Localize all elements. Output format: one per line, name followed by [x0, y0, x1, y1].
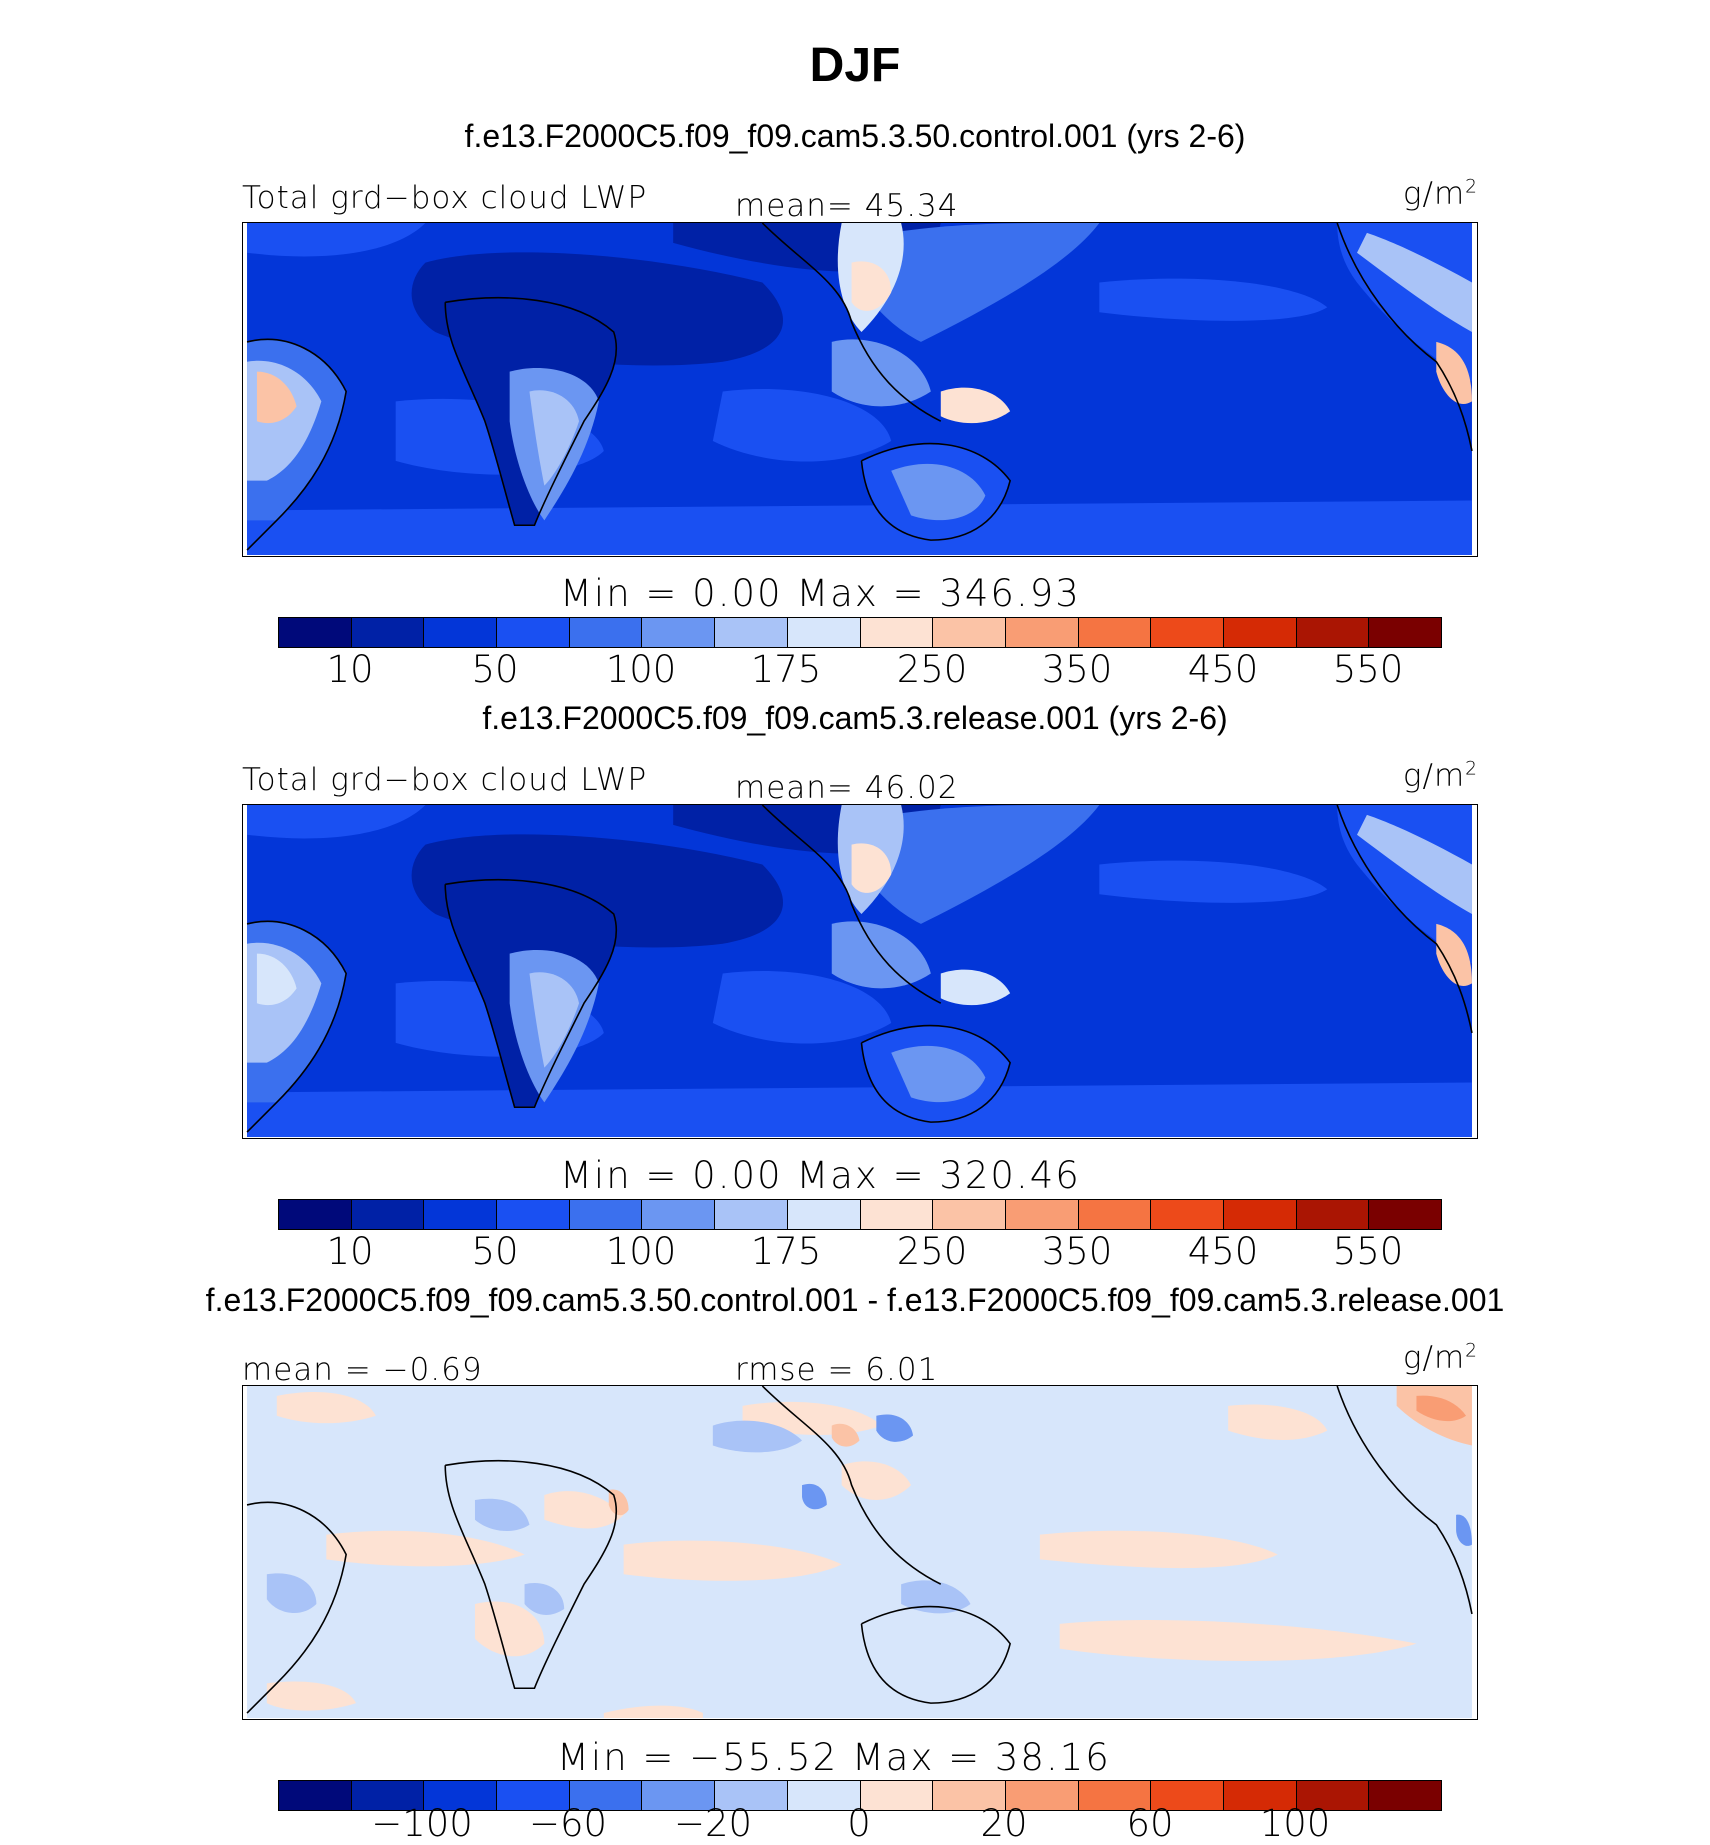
panel-3-min-max: Min = −55.52 Max = 38.16 [557, 1736, 1111, 1779]
panel-2-map [242, 804, 1478, 1139]
panel-3-swatch-9 [860, 1781, 934, 1810]
panel-2-tick-8: 550 [1332, 1230, 1404, 1273]
panel-3-tick-4: 0 [847, 1802, 871, 1845]
panel-2-swatch-16 [1369, 1200, 1441, 1229]
panel-1-swatch-5 [569, 618, 643, 647]
panel-2-swatch-8 [787, 1200, 861, 1229]
panel-1-tick-4: 175 [750, 648, 822, 691]
panel-3-swatch-8 [787, 1781, 861, 1810]
panel-2-swatch-15 [1296, 1200, 1370, 1229]
panel-1-units: g/m2 [1402, 176, 1478, 212]
panel-2-tick-6: 350 [1041, 1230, 1113, 1273]
panel-2-swatch-2 [351, 1200, 425, 1229]
panel-2-min-max: Min = 0.00 Max = 320.46 [560, 1154, 1081, 1197]
panel-2-tick-4: 175 [750, 1230, 822, 1273]
panel-2-tick-2: 50 [471, 1230, 519, 1273]
panel-1-case-title: f.e13.F2000C5.f09_f09.cam5.3.50.control.… [464, 118, 1246, 154]
panel-3-tick-5: 20 [980, 1802, 1028, 1845]
panel-3-swatch-6 [642, 1781, 716, 1810]
panel-3-swatch-7 [715, 1781, 788, 1810]
panel-1-swatch-7 [715, 618, 788, 647]
panel-1-map [242, 222, 1478, 557]
panel-1-swatch-12 [1078, 618, 1152, 647]
panel-2-swatch-4 [497, 1200, 570, 1229]
panel-2-variable-label: Total grd−box cloud LWP [242, 762, 648, 798]
panel-2-tick-3: 100 [605, 1230, 677, 1273]
panel-1-map-svg [246, 223, 1473, 555]
panel-1-colorbar [278, 617, 1442, 648]
panel-2-mean-label: mean= 46.02 [735, 770, 959, 806]
panel-3-colorbar [278, 1780, 1442, 1811]
panel-2-swatch-12 [1078, 1200, 1152, 1229]
panel-1-swatch-4 [497, 618, 570, 647]
panel-1-swatch-6 [642, 618, 716, 647]
panel-1-tick-8: 550 [1332, 648, 1404, 691]
panel-3-swatch-2 [351, 1781, 425, 1810]
panel-3-swatch-15 [1296, 1781, 1370, 1810]
panel-3-swatch-12 [1078, 1781, 1152, 1810]
panel-1-swatch-8 [787, 618, 861, 647]
panel-2-swatch-11 [1005, 1200, 1079, 1229]
panel-3-swatch-13 [1151, 1781, 1224, 1810]
panel-1-tick-3: 100 [605, 648, 677, 691]
panel-1-tick-5: 250 [896, 648, 968, 691]
panel-1-swatch-3 [424, 618, 498, 647]
panel-1-swatch-10 [933, 618, 1006, 647]
panel-1-tick-6: 350 [1041, 648, 1113, 691]
page-title: DJF [809, 39, 901, 92]
panel-1-tick-2: 50 [471, 648, 519, 691]
panel-2-tick-5: 250 [896, 1230, 968, 1273]
panel-1-min-max: Min = 0.00 Max = 346.93 [560, 572, 1081, 615]
panel-3-swatch-1 [279, 1781, 352, 1810]
panel-3-tick-1: −100 [371, 1802, 473, 1845]
panel-3-case-title: f.e13.F2000C5.f09_f09.cam5.3.50.control.… [205, 1282, 1505, 1318]
panel-1-tick-7: 450 [1187, 648, 1259, 691]
panel-2-map-svg [246, 805, 1473, 1137]
panel-3-tick-3: −20 [673, 1802, 753, 1845]
panel-1-swatch-14 [1223, 618, 1297, 647]
panel-1-swatch-9 [860, 618, 934, 647]
panel-2-swatch-9 [860, 1200, 934, 1229]
panel-3-tick-2: −60 [528, 1802, 608, 1845]
panel-2-case-title: f.e13.F2000C5.f09_f09.cam5.3.release.001… [482, 700, 1228, 736]
panel-1-swatch-13 [1151, 618, 1224, 647]
panel-3-units: g/m2 [1402, 1340, 1478, 1376]
panel-3-map [242, 1385, 1478, 1720]
panel-2-swatch-7 [715, 1200, 788, 1229]
panel-2-tick-7: 450 [1187, 1230, 1259, 1273]
panel-3-swatch-14 [1223, 1781, 1297, 1810]
panel-2-swatch-10 [933, 1200, 1006, 1229]
panel-2-colorbar [278, 1199, 1442, 1230]
panel-1-variable-label: Total grd−box cloud LWP [242, 180, 648, 216]
panel-3-mean-label: mean = −0.69 [242, 1352, 483, 1388]
panel-1-swatch-16 [1369, 618, 1441, 647]
panel-3-tick-7: 100 [1259, 1802, 1331, 1845]
panel-1-swatch-15 [1296, 618, 1370, 647]
panel-3-swatch-10 [933, 1781, 1006, 1810]
panel-1-swatch-11 [1005, 618, 1079, 647]
panel-2-units: g/m2 [1402, 758, 1478, 794]
panel-2-tick-1: 10 [326, 1230, 374, 1273]
panel-3-swatch-3 [424, 1781, 498, 1810]
panel-1-tick-1: 10 [326, 648, 374, 691]
panel-3-map-svg [246, 1386, 1473, 1718]
panel-3-swatch-5 [569, 1781, 643, 1810]
panel-3-swatch-16 [1369, 1781, 1441, 1810]
panel-3-swatch-11 [1005, 1781, 1079, 1810]
panel-2-swatch-3 [424, 1200, 498, 1229]
panel-1-mean-label: mean= 45.34 [735, 188, 959, 224]
panel-3-tick-6: 60 [1126, 1802, 1174, 1845]
panel-2-swatch-14 [1223, 1200, 1297, 1229]
panel-1-swatch-2 [351, 618, 425, 647]
panel-3-rmse-label: rmse = 6.01 [735, 1352, 939, 1388]
panel-2-swatch-1 [279, 1200, 352, 1229]
panel-2-swatch-5 [569, 1200, 643, 1229]
panel-2-swatch-13 [1151, 1200, 1224, 1229]
panel-2-swatch-6 [642, 1200, 716, 1229]
panel-1-swatch-1 [279, 618, 352, 647]
panel-3-swatch-4 [497, 1781, 570, 1810]
